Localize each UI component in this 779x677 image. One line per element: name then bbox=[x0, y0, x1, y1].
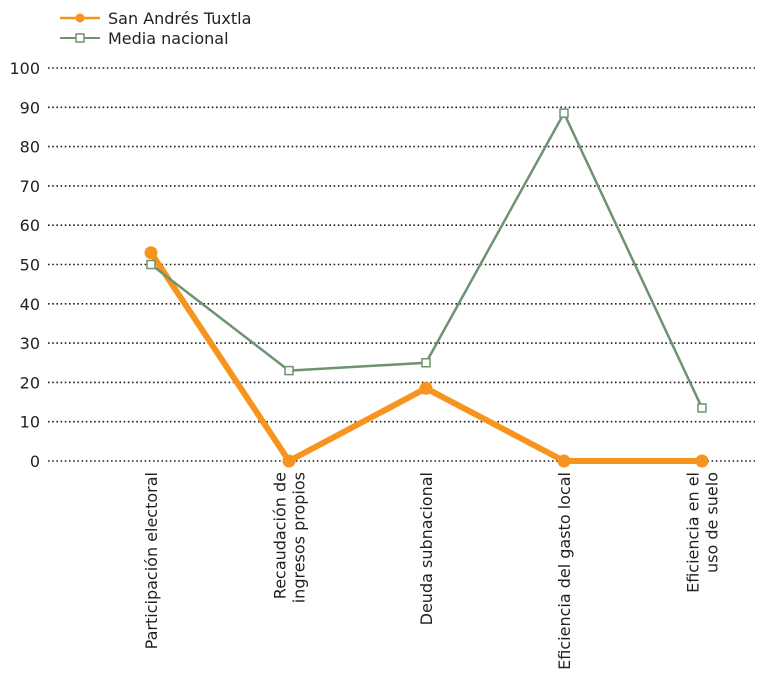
data-point bbox=[421, 358, 431, 368]
y-tick-label: 90 bbox=[20, 98, 40, 117]
x-category-label: Deuda subnacional bbox=[417, 472, 436, 625]
y-tick-label: 100 bbox=[9, 59, 40, 78]
y-tick-label: 80 bbox=[20, 138, 40, 157]
legend-item: Media nacional bbox=[60, 29, 229, 48]
y-tick-label: 50 bbox=[20, 256, 40, 275]
x-category-label: Eficiencia en el bbox=[684, 472, 703, 593]
data-point bbox=[697, 403, 707, 413]
data-point bbox=[144, 246, 158, 260]
x-category-label: Participación electoral bbox=[142, 472, 161, 649]
x-axis-category-labels: Participación electoral Recaudación de ing… bbox=[142, 472, 722, 670]
data-point bbox=[557, 454, 571, 468]
x-category-label: Recaudación de bbox=[271, 472, 290, 599]
data-point bbox=[419, 381, 433, 395]
data-point bbox=[282, 454, 296, 468]
legend-marker bbox=[75, 33, 85, 43]
series-lines bbox=[144, 108, 709, 468]
data-point bbox=[695, 454, 709, 468]
series-local bbox=[144, 246, 709, 468]
data-point bbox=[284, 365, 294, 376]
y-tick-label: 0 bbox=[30, 452, 40, 471]
y-axis-tick-labels: 0 10 20 30 40 50 60 70 80 90 100 bbox=[9, 59, 40, 471]
legend-label: San Andrés Tuxtla bbox=[108, 9, 251, 28]
series-national bbox=[146, 108, 707, 413]
legend-label: Media nacional bbox=[108, 29, 229, 48]
data-point bbox=[146, 259, 156, 270]
y-tick-label: 10 bbox=[20, 413, 40, 432]
data-point bbox=[559, 108, 569, 118]
x-category-label: uso de suelo bbox=[703, 472, 722, 573]
series-line bbox=[148, 249, 705, 464]
gridlines bbox=[48, 67, 755, 462]
x-category-label: ingresos propios bbox=[290, 472, 309, 603]
y-tick-label: 70 bbox=[20, 177, 40, 196]
legend-item: San Andrés Tuxtla bbox=[60, 9, 251, 28]
x-category-label: Eficiencia del gasto local bbox=[555, 472, 574, 670]
legend-marker bbox=[75, 13, 85, 23]
y-tick-label: 30 bbox=[20, 334, 40, 353]
y-tick-label: 60 bbox=[20, 216, 40, 235]
y-tick-label: 40 bbox=[20, 295, 40, 314]
y-tick-label: 20 bbox=[20, 373, 40, 392]
